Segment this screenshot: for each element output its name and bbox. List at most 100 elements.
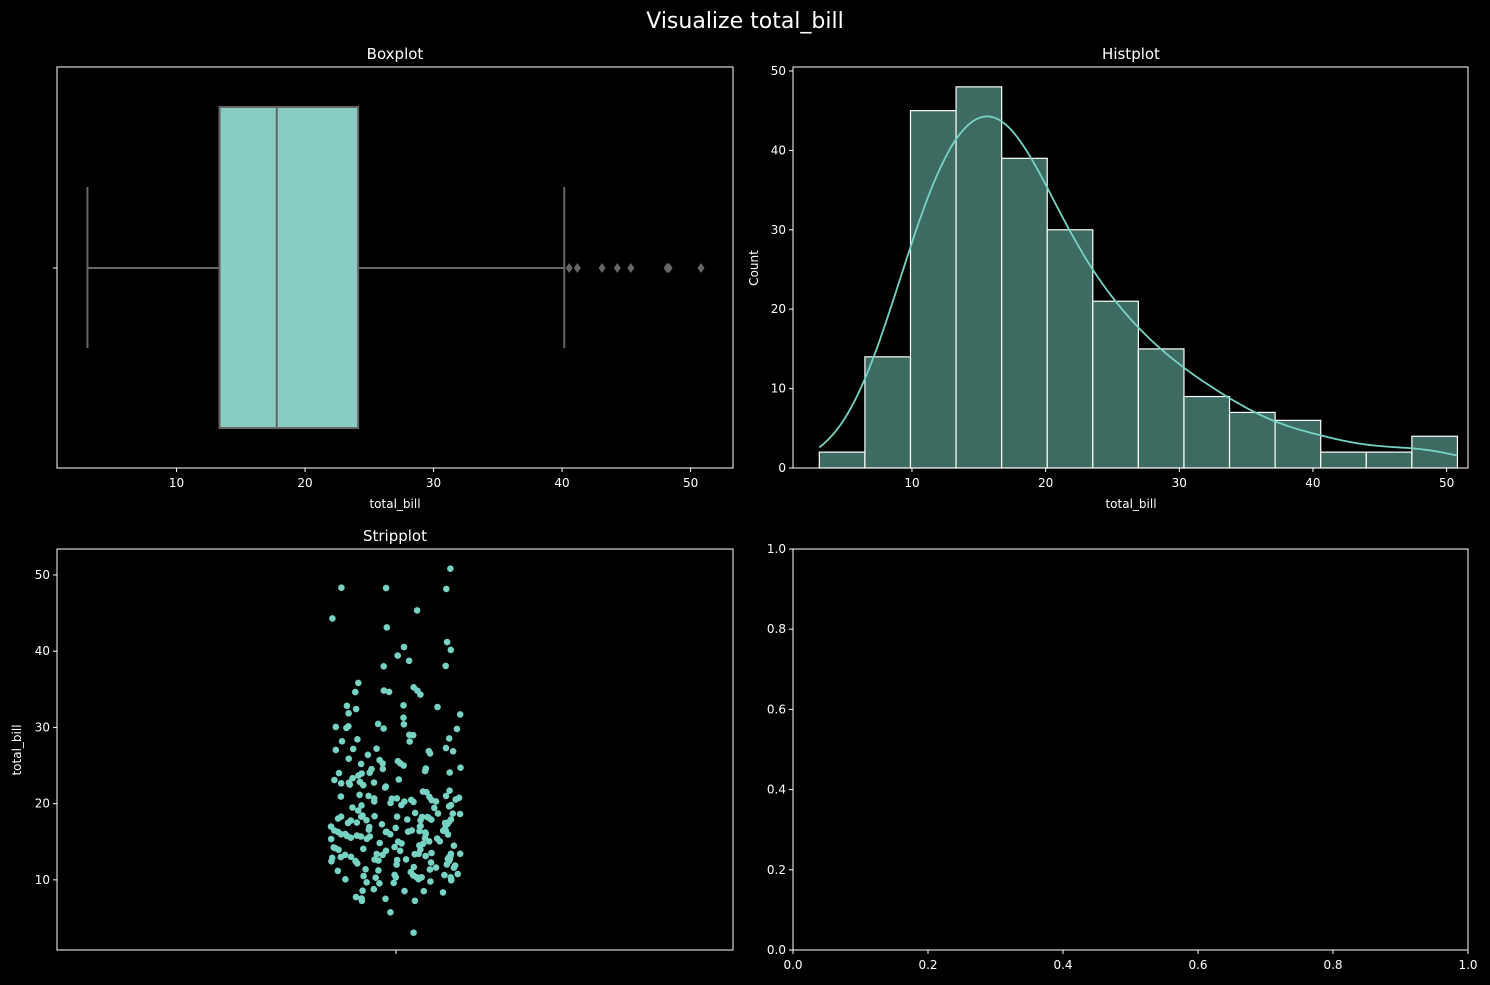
strip-point: [443, 638, 451, 646]
kde-curve: [818, 115, 1458, 457]
stripplot-ytick-label: 10: [35, 873, 50, 887]
strip-point: [441, 871, 448, 879]
strip-point: [444, 855, 452, 863]
strip-point: [345, 755, 353, 762]
strip-point: [365, 792, 372, 800]
boxplot-title: Boxplot: [367, 45, 424, 63]
histplot-ytick-label: 30: [771, 223, 786, 237]
histogram-bar: [1365, 451, 1413, 469]
strip-point: [432, 864, 440, 871]
histogram-bar: [955, 86, 1003, 469]
strip-point: [371, 856, 378, 863]
strip-point: [422, 852, 429, 860]
strip-point: [442, 821, 450, 828]
strip-point: [421, 834, 429, 842]
empty-axes-ytick-label: 1.0: [767, 542, 786, 556]
strip-point: [343, 702, 351, 710]
strip-point: [332, 723, 340, 731]
strip-point: [366, 833, 374, 840]
strip-point: [357, 760, 365, 768]
strip-point: [358, 895, 365, 902]
histplot-title: Histplot: [1102, 45, 1160, 63]
histplot-ytick-label: 10: [771, 382, 786, 396]
strip-point: [327, 835, 335, 843]
outlier-point: [665, 263, 673, 273]
strip-point: [363, 816, 370, 824]
strip-point: [356, 791, 363, 799]
strip-point: [449, 810, 457, 817]
histogram-bar: [864, 356, 912, 469]
histplot-ytick-label: 20: [771, 302, 786, 316]
empty-axes-xtick-label: 0.0: [783, 958, 802, 972]
strip-point: [415, 850, 423, 858]
strip-point: [420, 887, 428, 895]
strip-point: [408, 827, 416, 834]
strip-point: [360, 872, 367, 880]
boxplot-xlabel: total_bill: [369, 497, 420, 511]
figure-title: Visualize total_bill: [646, 9, 843, 34]
strip-point: [400, 762, 407, 769]
strip-point: [337, 793, 345, 800]
strip-point: [390, 879, 398, 887]
strip-point: [375, 867, 382, 874]
strip-point: [332, 746, 340, 754]
histplot-ytick-label: 0: [778, 461, 786, 475]
strip-point: [393, 813, 401, 820]
strip-point: [411, 809, 419, 817]
strip-point: [342, 876, 349, 883]
strip-point: [400, 714, 407, 721]
outlier-point: [598, 263, 606, 273]
histogram-bar: [909, 110, 957, 469]
strip-point: [427, 859, 435, 866]
strip-point: [352, 688, 359, 696]
histplot-axes: Histplot total_bill Count 10 20 30 40 50 0 10 2…: [747, 45, 1469, 511]
empty-axes-xtick-label: 0.4: [1053, 958, 1072, 972]
strip-point: [401, 887, 408, 895]
strip-point: [416, 842, 423, 849]
strip-point: [447, 646, 455, 654]
strip-point: [373, 745, 380, 752]
strip-point: [370, 779, 378, 786]
strip-point: [450, 864, 458, 871]
strip-point: [363, 879, 370, 886]
empty-axes-ytick-label: 0.8: [767, 622, 786, 636]
histogram-bar: [1274, 419, 1322, 469]
histplot-ytick-label: 50: [771, 64, 786, 78]
strip-point: [402, 856, 410, 863]
strip-point: [331, 827, 338, 834]
strip-point: [347, 853, 355, 861]
strip-point: [338, 584, 345, 591]
strip-point: [394, 652, 402, 659]
strip-point: [376, 839, 384, 847]
strip-point: [456, 810, 464, 818]
strip-point: [376, 880, 383, 887]
strip-point: [453, 725, 461, 733]
strip-point: [445, 735, 453, 742]
histogram-bar: [1411, 435, 1459, 469]
boxplot-xtick-label: 20: [297, 476, 312, 490]
strip-point: [379, 765, 387, 773]
strip-point: [426, 750, 434, 757]
strip-point: [370, 885, 378, 893]
strip-point: [439, 889, 447, 896]
strip-point: [405, 657, 413, 665]
strip-point: [360, 845, 367, 853]
strip-point: [352, 893, 360, 901]
strip-point: [404, 816, 411, 823]
histogram-bar: [1092, 300, 1139, 469]
strip-point: [428, 849, 435, 857]
strip-point: [410, 863, 418, 871]
strip-point: [393, 795, 401, 802]
strip-point: [447, 565, 454, 572]
stripplot-frame: [56, 548, 734, 951]
histogram-bar: [818, 451, 866, 469]
strip-point: [358, 770, 365, 777]
outlier-point: [613, 263, 621, 273]
histplot-xtick-label: 10: [904, 476, 919, 490]
empty-axes-ytick-label: 0.0: [767, 943, 786, 957]
strip-point: [335, 769, 343, 777]
empty-axes-xtick-label: 1.0: [1458, 958, 1477, 972]
strip-point: [345, 710, 352, 717]
strip-point: [428, 796, 436, 804]
strip-point: [368, 765, 375, 773]
